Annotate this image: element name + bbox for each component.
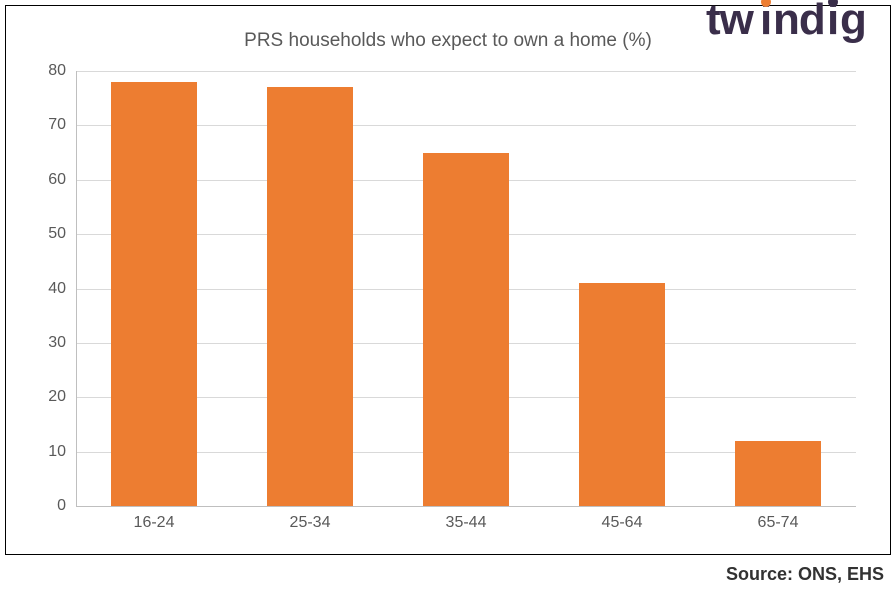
x-tick-label: 45-64 [602, 514, 643, 532]
bar [579, 283, 665, 506]
svg-text:g: g [840, 0, 866, 44]
bar [423, 153, 509, 506]
y-tick-label: 20 [26, 388, 66, 406]
y-tick-label: 30 [26, 334, 66, 352]
x-tick-label: 16-24 [134, 514, 175, 532]
chart-container: PRS households who expect to own a home … [6, 6, 890, 554]
svg-text:tw: tw [706, 0, 755, 44]
chart-frame: PRS households who expect to own a home … [5, 5, 891, 555]
brand-logo: tw i nd i g [706, 0, 896, 55]
y-tick-label: 60 [26, 171, 66, 189]
plot-area: 01020304050607080 16-2425-3435-4445-6465… [76, 71, 856, 506]
bar [735, 441, 821, 506]
y-tick-label: 10 [26, 443, 66, 461]
y-tick-label: 0 [26, 497, 66, 515]
bar [267, 87, 353, 506]
y-tick-label: 70 [26, 116, 66, 134]
bars-group: 16-2425-3435-4445-6465-74 [76, 71, 856, 506]
x-tick-label: 35-44 [446, 514, 487, 532]
y-tick-label: 80 [26, 62, 66, 80]
bar [111, 82, 197, 506]
gridline [76, 506, 856, 507]
x-tick-label: 65-74 [758, 514, 799, 532]
y-tick-label: 40 [26, 280, 66, 298]
y-tick-label: 50 [26, 225, 66, 243]
x-tick-label: 25-34 [290, 514, 331, 532]
svg-text:nd: nd [773, 0, 825, 44]
source-text: Source: ONS, EHS [726, 564, 884, 585]
